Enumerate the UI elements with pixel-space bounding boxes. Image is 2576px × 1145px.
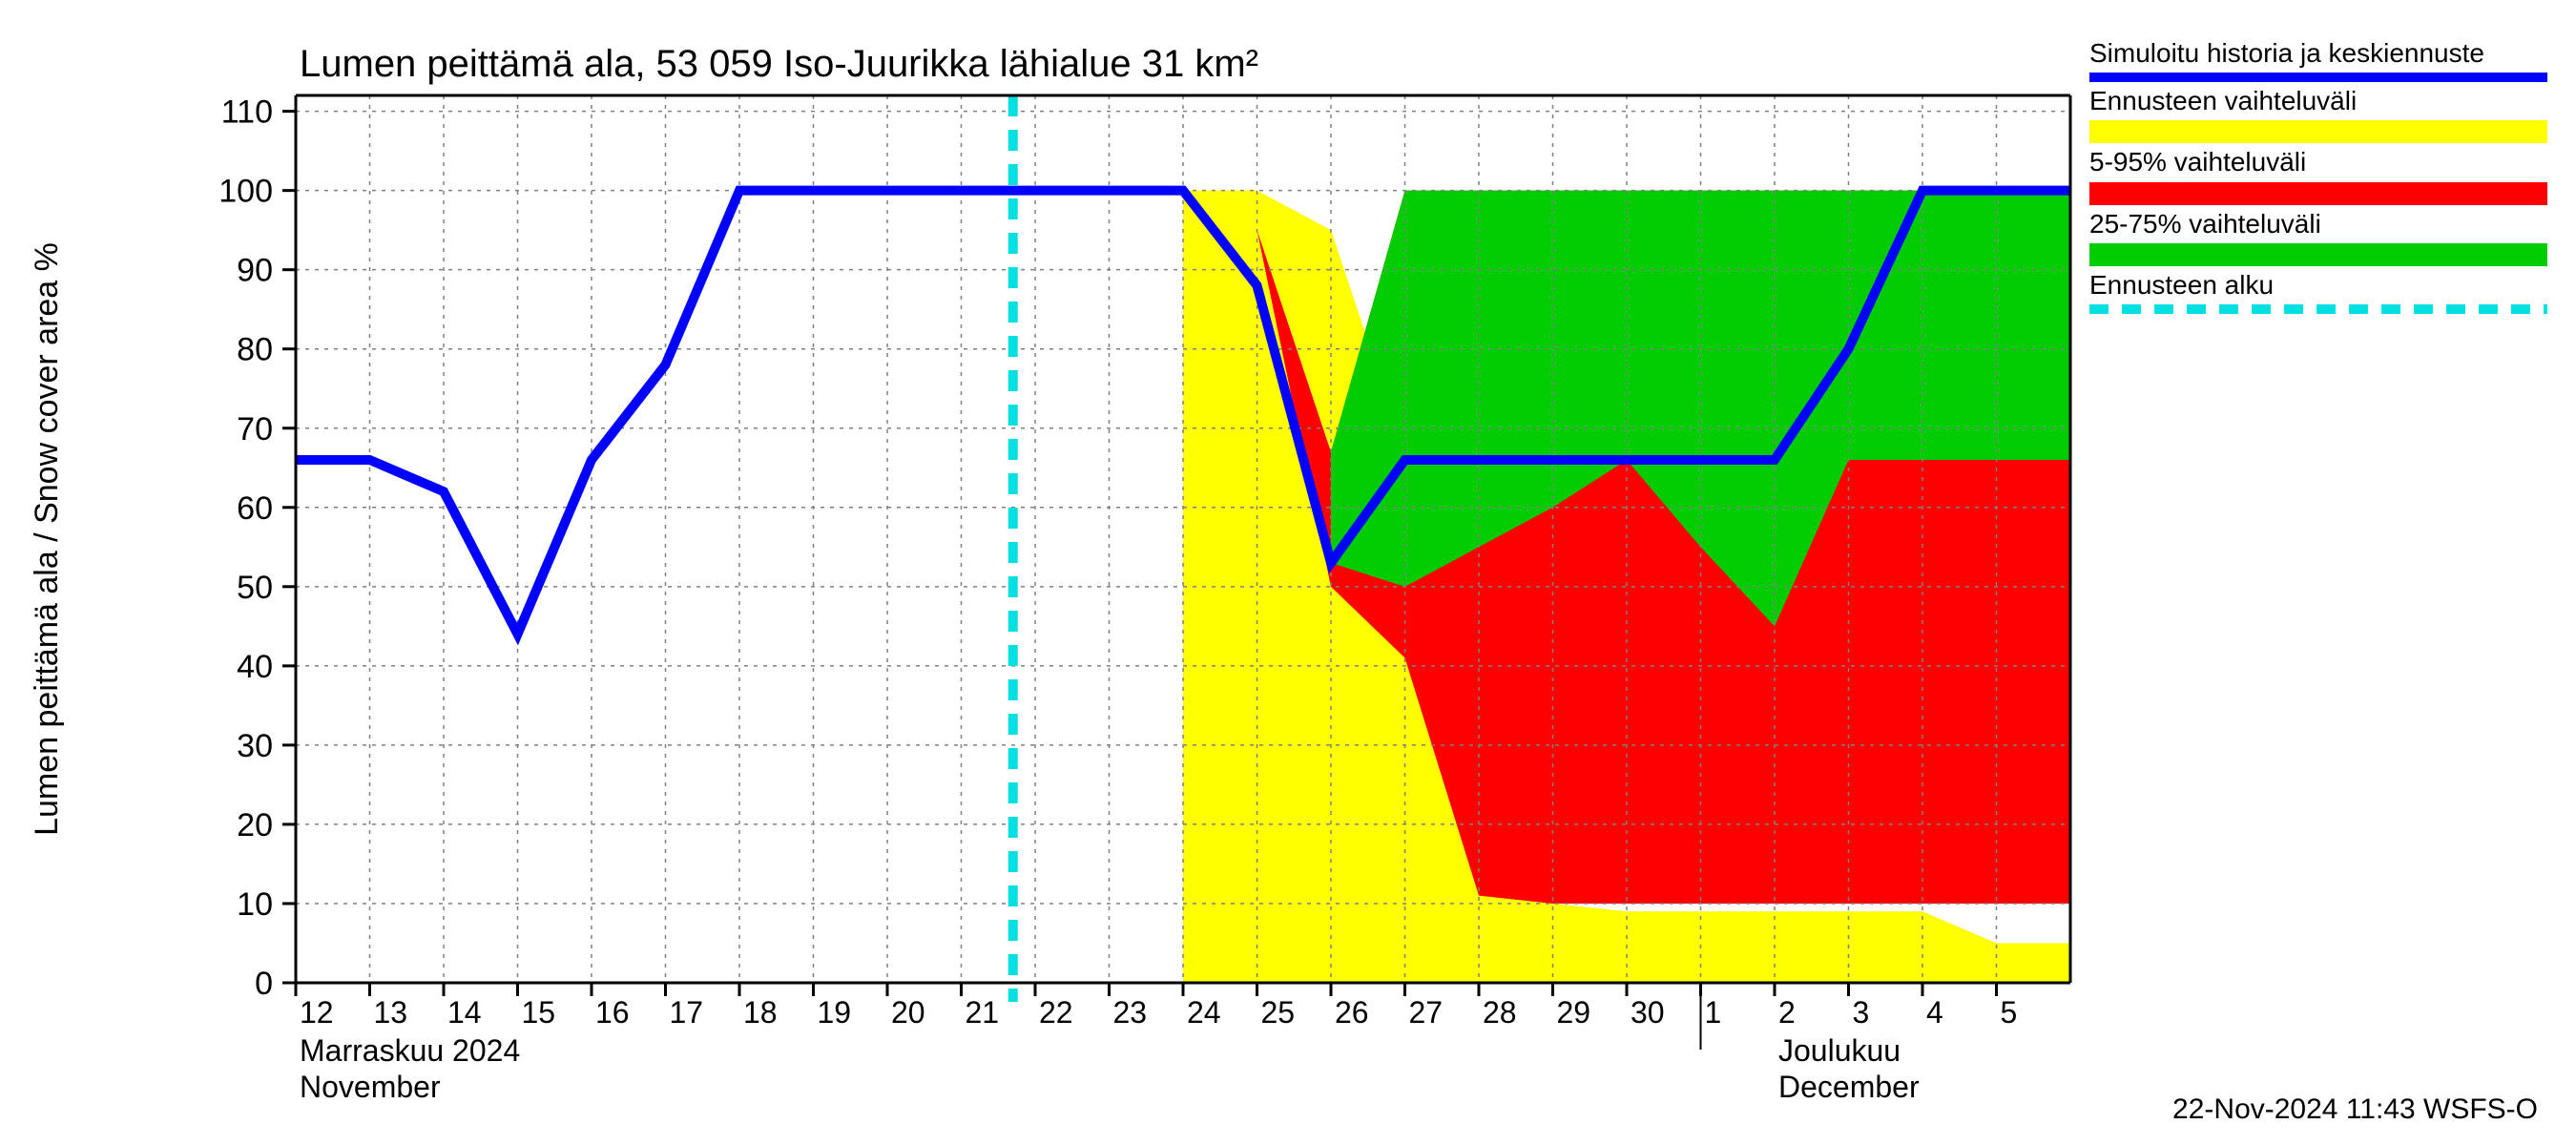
svg-text:20: 20	[891, 995, 925, 1030]
svg-text:19: 19	[818, 995, 852, 1030]
svg-text:21: 21	[966, 995, 1000, 1030]
svg-text:17: 17	[670, 995, 704, 1030]
svg-text:December: December	[1778, 1070, 1920, 1104]
svg-text:5: 5	[2001, 995, 2018, 1030]
svg-text:Marraskuu 2024: Marraskuu 2024	[300, 1033, 520, 1068]
svg-text:12: 12	[300, 995, 334, 1030]
svg-text:60: 60	[237, 490, 273, 527]
svg-text:27: 27	[1409, 995, 1444, 1030]
legend-swatch-yellow	[2089, 120, 2547, 143]
svg-text:80: 80	[237, 332, 273, 368]
legend-label: 25-75% vaihteluväli	[2089, 209, 2547, 239]
svg-text:November: November	[300, 1070, 441, 1104]
svg-text:0: 0	[255, 966, 273, 1002]
svg-text:22: 22	[1039, 995, 1073, 1030]
svg-text:28: 28	[1483, 995, 1517, 1030]
svg-text:Lumen peittämä ala / Snow cove: Lumen peittämä ala / Snow cover area %	[29, 242, 65, 836]
svg-text:10: 10	[237, 886, 273, 923]
legend-item-forecast-start: Ennusteen alku	[2089, 270, 2547, 314]
svg-text:50: 50	[237, 570, 273, 606]
svg-text:23: 23	[1113, 995, 1148, 1030]
svg-text:1: 1	[1705, 995, 1722, 1030]
legend-item-range: Ennusteen vaihteluväli	[2089, 86, 2547, 143]
svg-text:40: 40	[237, 649, 273, 685]
svg-text:90: 90	[237, 253, 273, 289]
svg-text:70: 70	[237, 411, 273, 448]
svg-text:110: 110	[221, 94, 273, 131]
legend-label: 5-95% vaihteluväli	[2089, 147, 2547, 177]
svg-text:Joulukuu: Joulukuu	[1778, 1033, 1901, 1068]
svg-text:26: 26	[1335, 995, 1369, 1030]
svg-text:20: 20	[237, 807, 273, 843]
svg-text:100: 100	[218, 174, 273, 210]
svg-text:25: 25	[1261, 995, 1296, 1030]
svg-text:2: 2	[1778, 995, 1796, 1030]
svg-text:30: 30	[1631, 995, 1665, 1030]
svg-text:24: 24	[1187, 995, 1221, 1030]
legend-label: Ennusteen vaihteluväli	[2089, 86, 2547, 116]
chart-wrap: 0102030405060708090100110121314151617181…	[0, 0, 2576, 1145]
svg-text:Lumen peittämä ala, 53 059 Iso: Lumen peittämä ala, 53 059 Iso-Juurikka …	[300, 43, 1258, 85]
legend: Simuloitu historia ja keskiennuste Ennus…	[2089, 38, 2547, 318]
legend-swatch-red	[2089, 182, 2547, 205]
svg-text:14: 14	[447, 995, 482, 1030]
legend-swatch-green	[2089, 243, 2547, 266]
svg-text:30: 30	[237, 728, 273, 764]
legend-swatch-cyan-dash	[2089, 304, 2547, 314]
svg-text:18: 18	[743, 995, 778, 1030]
timestamp: 22-Nov-2024 11:43 WSFS-O	[2172, 1093, 2538, 1126]
svg-text:16: 16	[595, 995, 630, 1030]
svg-text:3: 3	[1853, 995, 1870, 1030]
legend-item-history: Simuloitu historia ja keskiennuste	[2089, 38, 2547, 82]
legend-label: Ennusteen alku	[2089, 270, 2547, 301]
legend-label: Simuloitu historia ja keskiennuste	[2089, 38, 2547, 69]
svg-text:13: 13	[374, 995, 408, 1030]
svg-text:4: 4	[1926, 995, 1943, 1030]
legend-item-5-95: 5-95% vaihteluväli	[2089, 147, 2547, 204]
svg-text:29: 29	[1557, 995, 1591, 1030]
svg-text:15: 15	[522, 995, 556, 1030]
legend-swatch-blue	[2089, 73, 2547, 82]
legend-item-25-75: 25-75% vaihteluväli	[2089, 209, 2547, 266]
